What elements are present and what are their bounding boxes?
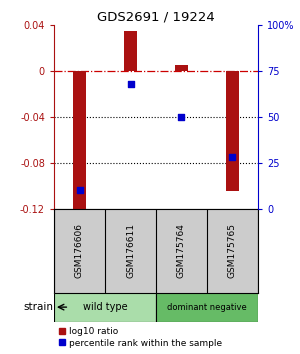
Bar: [73, 71, 86, 209]
Title: GDS2691 / 19224: GDS2691 / 19224: [97, 11, 215, 24]
Text: GSM176606: GSM176606: [75, 223, 84, 278]
Text: GSM175764: GSM175764: [177, 223, 186, 278]
Text: GSM176611: GSM176611: [126, 223, 135, 278]
Legend: log10 ratio, percentile rank within the sample: log10 ratio, percentile rank within the …: [54, 323, 226, 351]
Bar: [175, 65, 188, 71]
Point: [128, 81, 133, 86]
Point: [179, 114, 184, 120]
Point: [77, 187, 82, 193]
Bar: [226, 71, 239, 192]
Bar: [54, 293, 156, 321]
Bar: [124, 30, 137, 71]
Bar: [156, 293, 258, 321]
Text: dominant negative: dominant negative: [167, 303, 247, 312]
Text: GSM175765: GSM175765: [228, 223, 237, 278]
Text: wild type: wild type: [83, 302, 127, 312]
Point: [230, 154, 235, 160]
Text: strain: strain: [23, 302, 53, 312]
